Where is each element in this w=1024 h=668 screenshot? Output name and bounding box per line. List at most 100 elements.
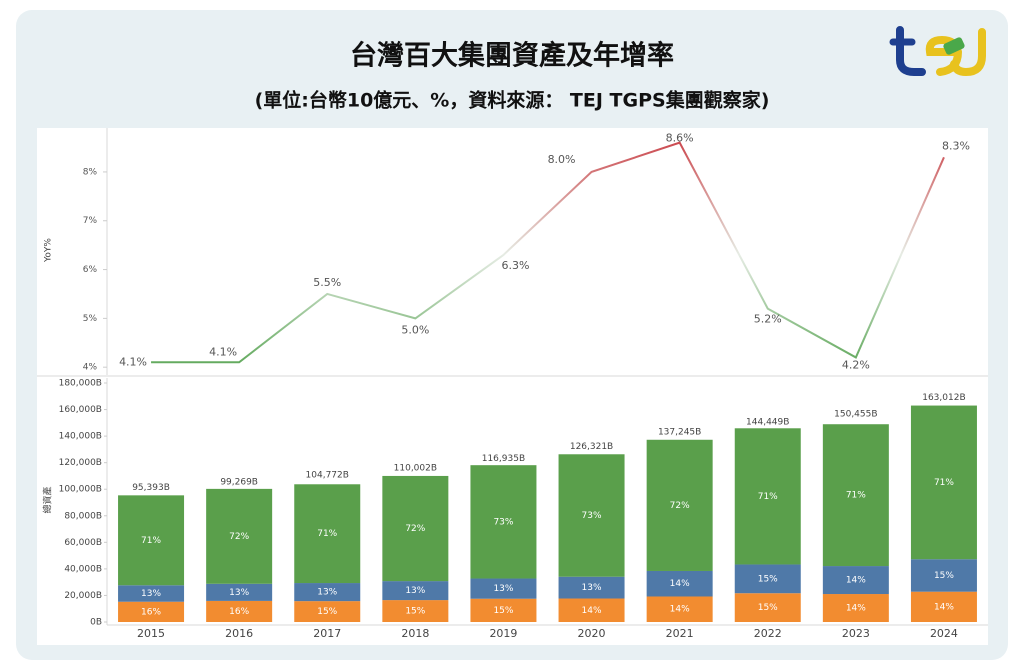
x-tick-label: 2015	[137, 627, 165, 640]
y-axis-label: YoY%	[44, 238, 54, 263]
y-tick-label: 4%	[83, 363, 98, 373]
total-label: 163,012B	[922, 393, 965, 403]
total-label: 116,935B	[482, 454, 525, 464]
data-label: 16%	[229, 607, 249, 617]
bar-segment	[294, 583, 361, 602]
bar-segment	[294, 601, 361, 622]
data-label: 15%	[493, 606, 513, 616]
data-label: 6.3%	[501, 259, 529, 272]
bar-segment	[470, 598, 537, 622]
data-label: 13%	[582, 583, 602, 593]
data-label: 71%	[934, 478, 954, 488]
logo	[889, 26, 986, 77]
data-label: 8.6%	[666, 132, 694, 145]
y-tick-label: 6%	[83, 265, 98, 275]
data-label: 13%	[141, 589, 161, 599]
total-label: 110,002B	[394, 463, 437, 473]
bar-segment	[118, 585, 185, 602]
data-label: 15%	[934, 571, 954, 581]
bar-segment	[646, 570, 713, 597]
bar-segment	[734, 428, 801, 565]
data-label: 13%	[317, 588, 337, 598]
y-tick-label: 20,000B	[64, 591, 102, 601]
x-tick-label: 2020	[578, 627, 606, 640]
y-tick-label: 60,000B	[64, 538, 102, 548]
bar-segment	[910, 559, 977, 592]
data-label: 71%	[846, 491, 866, 501]
y-tick-label: 100,000B	[59, 485, 102, 495]
x-tick-label: 2024	[930, 627, 958, 640]
line	[151, 141, 945, 364]
data-label: 14%	[582, 606, 602, 616]
y-tick-label: 140,000B	[59, 432, 102, 442]
x-tick-label: 2023	[842, 627, 870, 640]
data-label: 5.2%	[754, 313, 782, 326]
chart-subtitle: (單位:台幣10億元、%，資料來源： TEJ TGPS集團觀察家)	[255, 89, 770, 112]
bar-segment	[470, 578, 537, 599]
y-tick-label: 80,000B	[64, 511, 102, 521]
data-label: 14%	[846, 576, 866, 586]
data-label: 72%	[405, 524, 425, 534]
x-tick-label: 2016	[225, 627, 253, 640]
data-label: 15%	[405, 607, 425, 617]
data-label: 73%	[582, 511, 602, 521]
bar-segment	[558, 576, 625, 599]
total-label: 137,245B	[658, 427, 701, 437]
x-tick-label: 2022	[754, 627, 782, 640]
bar-segment	[910, 405, 977, 560]
data-label: 4.1%	[119, 355, 147, 368]
bar-segment	[822, 424, 889, 567]
data-label: 13%	[229, 588, 249, 598]
bar-segment	[382, 581, 449, 601]
data-label: 13%	[493, 584, 513, 594]
bar-segment	[382, 475, 449, 582]
y-axis-label: 總資產	[42, 486, 54, 513]
total-label: 95,393B	[132, 483, 170, 493]
data-label: 4.2%	[842, 358, 870, 371]
bar-segment	[206, 488, 273, 584]
total-label: 144,449B	[746, 418, 789, 428]
x-tick-label: 2017	[313, 627, 341, 640]
bar-segment	[206, 583, 273, 601]
total-label: 150,455B	[834, 410, 877, 420]
bar-segment	[910, 591, 977, 622]
x-tick-label: 2018	[401, 627, 429, 640]
data-label: 15%	[758, 603, 778, 613]
data-label: 14%	[846, 604, 866, 614]
bar-segment	[558, 598, 625, 622]
data-label: 71%	[141, 536, 161, 546]
data-label: 72%	[229, 532, 249, 542]
data-label: 14%	[670, 579, 690, 589]
data-label: 15%	[317, 607, 337, 617]
total-label: 126,321B	[570, 442, 613, 452]
data-label: 4.1%	[209, 345, 237, 358]
data-label: 15%	[758, 574, 778, 584]
y-tick-label: 120,000B	[59, 458, 102, 468]
y-tick-label: 0B	[90, 618, 102, 628]
total-label: 99,269B	[220, 478, 258, 488]
data-label: 5.5%	[313, 276, 341, 289]
data-label: 13%	[405, 586, 425, 596]
data-label: 5.0%	[401, 323, 429, 336]
bar-segment	[206, 600, 273, 622]
bar-segment	[646, 439, 713, 571]
data-label: 71%	[758, 492, 778, 502]
chart-title: 台灣百大集團資產及年增率	[350, 40, 674, 72]
data-label: 73%	[493, 517, 513, 527]
y-tick-label: 5%	[83, 314, 98, 324]
y-tick-label: 40,000B	[64, 564, 102, 574]
total-label: 104,772B	[306, 470, 349, 480]
data-label: 16%	[141, 607, 161, 617]
data-label: 71%	[317, 529, 337, 539]
y-tick-label: 180,000B	[59, 379, 102, 389]
bar-segment	[822, 594, 889, 622]
bar-segment	[558, 454, 625, 577]
bar-segment	[118, 601, 185, 622]
data-label: 8.3%	[942, 139, 970, 152]
x-tick-label: 2019	[489, 627, 517, 640]
bar-segment	[734, 564, 801, 594]
y-tick-label: 8%	[83, 167, 98, 177]
y-tick-label: 160,000B	[59, 405, 102, 415]
